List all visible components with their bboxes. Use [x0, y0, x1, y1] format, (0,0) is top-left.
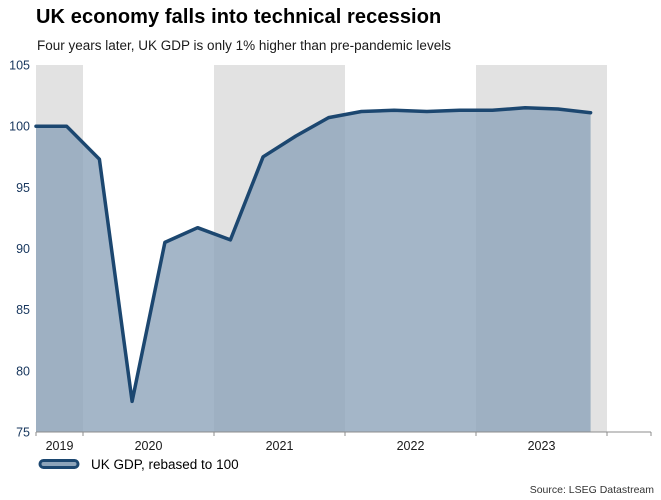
source-credit: Source: LSEG Datastream — [529, 484, 654, 496]
y-axis-label: 85 — [16, 303, 30, 317]
x-axis-label: 2023 — [528, 439, 556, 453]
x-axis-label: 2019 — [46, 439, 74, 453]
y-axis-label: 80 — [16, 364, 30, 378]
legend-label: UK GDP, rebased to 100 — [91, 456, 239, 472]
chart-subtitle: Four years later, UK GDP is only 1% high… — [37, 38, 451, 53]
legend-line-icon — [38, 459, 80, 469]
y-axis-label: 75 — [16, 426, 30, 440]
legend: UK GDP, rebased to 100 — [36, 456, 239, 472]
y-axis-label: 90 — [16, 242, 30, 256]
gdp-line — [34, 106, 593, 404]
legend-swatch — [38, 459, 80, 469]
y-axis-label: 100 — [9, 120, 30, 134]
y-axis-label: 95 — [16, 181, 30, 195]
gdp-area-fill — [36, 107, 591, 433]
x-axis-label: 2020 — [135, 439, 163, 453]
y-axis-label: 105 — [9, 59, 30, 73]
x-axis-label: 2021 — [266, 439, 294, 453]
chart-title: UK economy falls into technical recessio… — [36, 6, 442, 28]
x-axis-label: 2022 — [397, 439, 425, 453]
